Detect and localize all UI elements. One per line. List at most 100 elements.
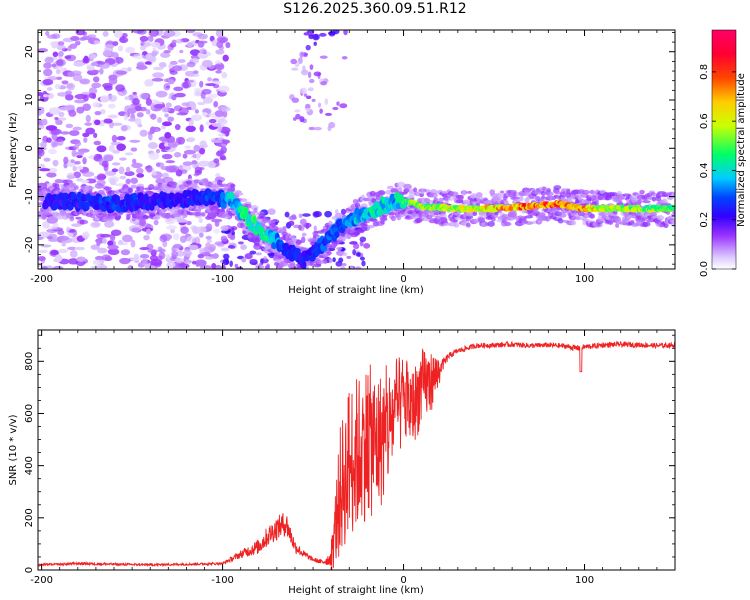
ridge-halo xyxy=(262,217,271,223)
ridge-halo xyxy=(566,188,571,195)
ridge-halo xyxy=(295,239,303,245)
noise-speckle xyxy=(158,62,167,68)
ridge-halo xyxy=(447,197,455,201)
noise-speckle xyxy=(38,107,45,115)
noise-speckle xyxy=(255,265,265,269)
noise-speckle xyxy=(184,145,192,149)
noise-speckle xyxy=(92,259,103,266)
noise-speckle xyxy=(193,144,201,152)
spectrogram-y-axis-label: Frequency (Hz) xyxy=(8,112,19,188)
noise-speckle xyxy=(198,217,203,224)
noise-speckle xyxy=(302,213,311,217)
noise-speckle xyxy=(300,69,309,76)
noise-speckle xyxy=(214,60,221,66)
ridge-halo xyxy=(326,251,332,255)
colorbar-tick-label: 0.6 xyxy=(699,113,710,129)
noise-speckle xyxy=(231,227,235,233)
noise-speckle xyxy=(164,132,172,139)
spectrogram-y-ticks: -20 -10 0 10 20 xyxy=(24,32,675,265)
colorbar: 0.0 0.2 0.4 0.6 0.8 Normalized spectral ampl… xyxy=(699,29,747,277)
noise-speckle xyxy=(76,165,84,170)
noise-speckle xyxy=(175,137,182,144)
snr-y-ticks: 0 200 400 600 800 xyxy=(24,334,675,573)
y-tick-label: 0 xyxy=(24,145,35,151)
ridge-halo xyxy=(75,216,82,220)
noise-speckle xyxy=(197,101,206,106)
noise-speckle xyxy=(298,213,303,218)
noise-speckle xyxy=(125,166,131,173)
noise-speckle xyxy=(305,108,311,112)
noise-speckle xyxy=(45,30,50,36)
noise-speckle xyxy=(165,160,176,164)
noise-speckle xyxy=(71,149,77,157)
ridge-core xyxy=(93,203,101,211)
noise-speckle xyxy=(92,76,100,83)
noise-speckle xyxy=(67,258,79,265)
ridge-halo xyxy=(279,260,289,267)
noise-speckle xyxy=(72,73,83,82)
colorbar-gradient xyxy=(711,29,737,270)
noise-speckle xyxy=(38,256,46,262)
noise-speckle xyxy=(214,264,222,269)
noise-speckle xyxy=(211,122,222,127)
noise-speckle xyxy=(38,249,48,254)
noise-speckle xyxy=(199,48,207,54)
ridge-halo xyxy=(672,210,675,215)
noise-speckle xyxy=(163,50,171,54)
noise-speckle xyxy=(332,257,336,263)
ridge-halo xyxy=(524,221,534,225)
noise-speckle xyxy=(58,50,64,57)
ridge-halo xyxy=(624,214,632,221)
noise-speckle xyxy=(57,235,70,241)
noise-speckle xyxy=(184,79,195,83)
noise-speckle xyxy=(92,102,100,108)
ridge-halo xyxy=(288,235,296,239)
noise-speckle xyxy=(181,102,190,107)
ridge-halo xyxy=(545,191,554,197)
ridge-halo xyxy=(201,212,206,217)
x-tick-label: -100 xyxy=(211,274,234,285)
noise-speckle xyxy=(172,233,180,241)
noise-speckle xyxy=(249,258,258,263)
ridge-halo xyxy=(69,216,75,220)
colorbar-tick-label: 0.8 xyxy=(699,64,710,80)
y-tick-label: -10 xyxy=(24,188,35,204)
noise-speckle xyxy=(103,85,113,91)
noise-speckle xyxy=(266,263,270,269)
noise-speckle xyxy=(126,107,137,114)
noise-speckle xyxy=(174,92,186,98)
noise-speckle xyxy=(173,151,182,158)
noise-speckle xyxy=(299,116,305,123)
noise-speckle xyxy=(43,94,48,98)
noise-speckle xyxy=(336,247,343,251)
ridge-halo xyxy=(44,211,52,216)
noise-speckle xyxy=(188,118,194,127)
noise-speckle xyxy=(65,123,74,129)
noise-speckle xyxy=(148,30,159,37)
noise-speckle xyxy=(165,165,177,173)
noise-speckle xyxy=(174,123,181,131)
noise-speckle xyxy=(82,171,95,177)
noise-speckle xyxy=(54,116,59,120)
noise-speckle xyxy=(299,87,308,95)
noise-speckle xyxy=(107,176,120,183)
ridge-halo xyxy=(429,192,438,198)
noise-speckle xyxy=(88,92,97,99)
noise-speckle xyxy=(82,31,88,37)
ridge-halo xyxy=(390,189,399,193)
ridge-halo xyxy=(503,200,510,206)
ridge-halo xyxy=(589,189,595,195)
noise-speckle xyxy=(108,74,118,81)
noise-speckle xyxy=(201,59,213,68)
noise-speckle xyxy=(82,57,90,64)
noise-speckle xyxy=(50,250,59,256)
noise-speckle xyxy=(38,147,44,155)
noise-speckle xyxy=(42,221,50,229)
noise-speckle xyxy=(38,91,43,97)
noise-speckle xyxy=(143,234,150,241)
ridge-halo xyxy=(193,179,201,184)
noise-speckle xyxy=(74,161,81,165)
ridge-halo xyxy=(106,215,114,220)
noise-speckle xyxy=(176,250,185,257)
